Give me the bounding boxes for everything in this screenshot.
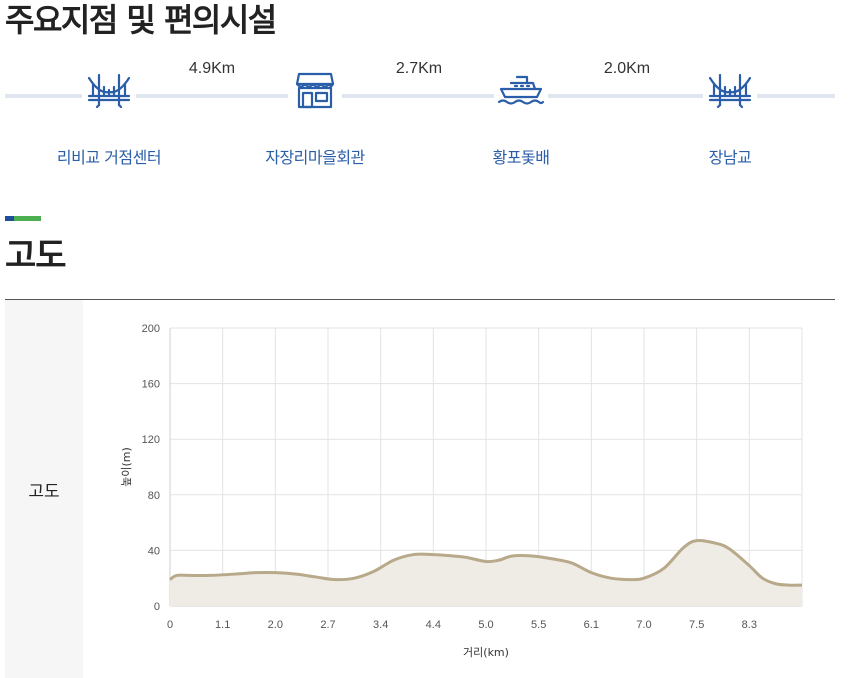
bridge-icon <box>87 72 131 108</box>
y-tick-label: 120 <box>142 434 160 446</box>
x-tick-label: 2.0 <box>268 619 283 631</box>
x-tick-label: 6.1 <box>584 619 599 631</box>
segment-distance-3: 2.0Km <box>603 60 651 77</box>
route-point-4[interactable] <box>703 68 757 112</box>
route-line <box>5 94 835 98</box>
elevation-area <box>170 540 802 606</box>
page-title: 주요지점 및 편의시설 <box>5 1 277 39</box>
route-point-label-1[interactable]: 리비교 거점센터 <box>56 148 162 167</box>
ship-icon <box>497 73 545 107</box>
route-point-1[interactable] <box>82 68 136 112</box>
elevation-chart: 0 40 80 120 160 200 0 1.1 2.0 2.7 3.4 4.4 5.0 5.5 6.1 7… <box>83 300 835 678</box>
route-point-2[interactable] <box>288 68 342 112</box>
section-accent-bar <box>5 216 41 221</box>
table-top-border <box>5 299 835 300</box>
route-point-label-4[interactable]: 장남교 <box>708 148 752 167</box>
elevation-chart-svg: 0 40 80 120 160 200 0 1.1 2.0 2.7 3.4 4.4 5.0 5.5 6.1 7… <box>120 323 803 659</box>
elevation-line <box>169 539 803 587</box>
x-tick-label: 0 <box>167 619 173 631</box>
store-icon <box>295 71 335 109</box>
x-tick-label: 8.3 <box>742 619 757 631</box>
route-overview: 4.9Km 2.7Km 2.0Km 리비교 거점센터 자장리마을회관 황포돛배 … <box>0 60 859 180</box>
x-tick-label: 5.5 <box>531 619 546 631</box>
section-title: 고도 <box>5 236 67 276</box>
row-header: 고도 <box>5 300 83 678</box>
y-tick-label: 160 <box>142 379 160 391</box>
x-tick-label: 4.4 <box>426 619 441 631</box>
y-axis-label: 높이(m) <box>120 447 133 487</box>
route-point-label-2[interactable]: 자장리마을회관 <box>265 148 365 167</box>
x-tick-label: 7.5 <box>689 619 704 631</box>
x-tick-label: 2.7 <box>320 619 335 631</box>
y-tick-label: 200 <box>142 323 160 335</box>
y-tick-label: 80 <box>148 490 160 502</box>
route-point-label-3[interactable]: 황포돛배 <box>492 148 550 167</box>
y-tick-label: 0 <box>154 601 160 613</box>
x-axis-label: 거리(km) <box>463 646 509 659</box>
x-tick-label: 5.0 <box>478 619 493 631</box>
bridge-icon <box>708 72 752 108</box>
segment-distance-1: 4.9Km <box>188 60 236 77</box>
segment-distance-2: 2.7Km <box>395 60 443 77</box>
x-tick-label: 7.0 <box>636 619 651 631</box>
x-tick-label: 3.4 <box>373 619 388 631</box>
x-tick-label: 1.1 <box>215 619 230 631</box>
route-point-3[interactable] <box>494 68 548 112</box>
y-tick-label: 40 <box>148 545 160 557</box>
